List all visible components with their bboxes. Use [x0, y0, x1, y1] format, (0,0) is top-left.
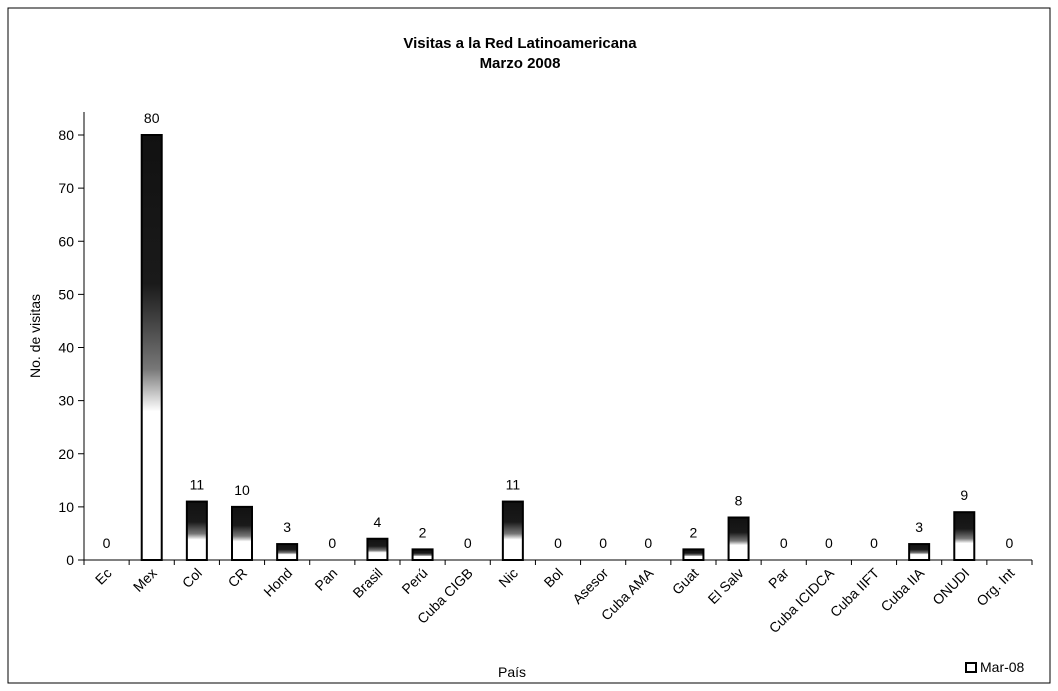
data-label: 0 [464, 535, 472, 551]
legend: Mar-08 [965, 659, 1025, 675]
data-label: 10 [234, 482, 250, 498]
data-label: 3 [915, 519, 923, 535]
bar [411, 548, 434, 561]
data-label: 0 [599, 535, 607, 551]
bar [682, 548, 705, 561]
bar [276, 543, 299, 561]
data-label: 80 [144, 110, 160, 126]
data-label: 8 [735, 493, 743, 509]
y-tick-label: 50 [58, 286, 74, 302]
y-tick-label: 10 [58, 499, 74, 515]
y-tick-label: 30 [58, 393, 74, 409]
y-tick-label: 80 [58, 127, 74, 143]
data-label: 0 [554, 535, 562, 551]
data-label: 11 [190, 477, 205, 493]
chart-title: Visitas a la Red Latinoamericana [403, 35, 637, 52]
bar [231, 505, 253, 561]
data-label: 0 [644, 535, 652, 551]
data-label: 0 [870, 535, 878, 551]
data-label: 4 [374, 514, 382, 530]
y-tick-label: 0 [66, 552, 74, 568]
chart-subtitle: Marzo 2008 [480, 55, 561, 72]
bar [185, 500, 208, 561]
y-axis-label: No. de visitas [27, 294, 43, 378]
data-label: 0 [328, 535, 336, 551]
data-label: 0 [103, 535, 111, 551]
legend-swatch [965, 662, 977, 673]
y-tick-label: 20 [58, 446, 74, 462]
data-label: 11 [506, 477, 521, 493]
data-label: 0 [825, 535, 833, 551]
data-label: 2 [419, 524, 427, 540]
bar [908, 543, 931, 561]
y-tick-label: 40 [58, 340, 74, 356]
y-axis-ticks: 0 10 20 30 40 50 60 70 80 [58, 127, 84, 568]
data-label: 9 [960, 487, 968, 503]
bar [366, 537, 389, 561]
bar [727, 516, 750, 561]
x-axis-label: País [498, 664, 526, 680]
bar [140, 134, 163, 561]
bar-series [140, 134, 976, 561]
data-label: 3 [283, 519, 291, 535]
bar [501, 500, 524, 561]
y-tick-label: 70 [58, 180, 74, 196]
bar [953, 511, 976, 561]
y-tick-label: 60 [58, 233, 74, 249]
data-label: 0 [780, 535, 788, 551]
data-label: 0 [1006, 535, 1014, 551]
chart-frame [7, 7, 1051, 684]
data-label: 2 [690, 524, 698, 540]
legend-entry: Mar-08 [980, 659, 1025, 675]
